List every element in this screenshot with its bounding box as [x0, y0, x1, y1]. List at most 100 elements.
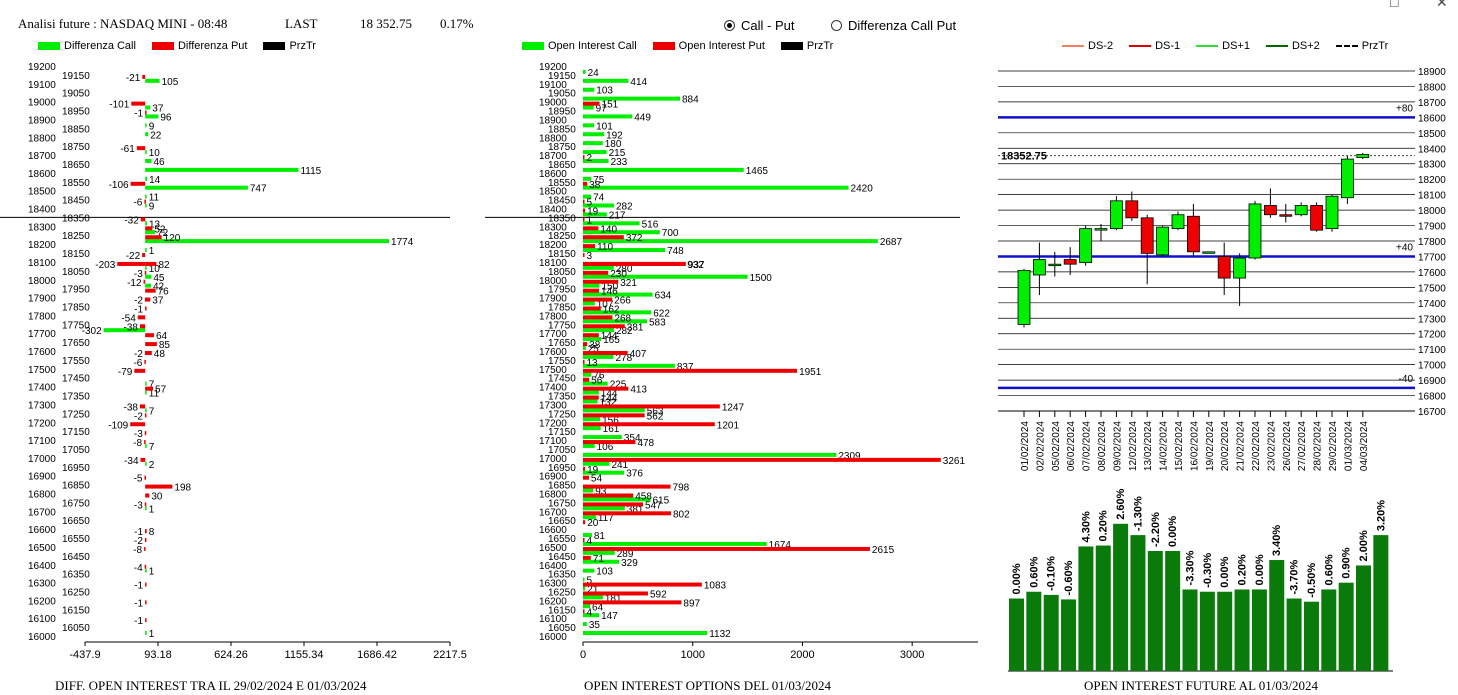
data-label: 19 — [587, 465, 599, 476]
data-label: 56 — [591, 376, 603, 387]
y-tick-label: 16200 — [539, 596, 567, 607]
y-tick-label: 18450 — [548, 196, 576, 207]
oi-bar — [1338, 582, 1354, 671]
data-label: 583 — [649, 317, 666, 328]
y-tick-label: 18700 — [28, 151, 56, 162]
y-tick-label: 16550 — [62, 534, 90, 545]
bar-put — [583, 324, 625, 329]
data-label: 13 — [587, 358, 599, 369]
y-tick-label: 16650 — [62, 516, 90, 527]
bar-put — [144, 359, 146, 364]
y-tick-label: 16950 — [548, 463, 576, 474]
legend-item: Open Interest Call — [522, 40, 637, 52]
bar-value-label: 0.20% — [1237, 554, 1249, 585]
data-label: -1 — [134, 527, 143, 538]
y-tick-label: 18050 — [548, 267, 576, 278]
data-label: 107 — [597, 299, 614, 310]
oi-bar — [1217, 591, 1233, 671]
close-icon[interactable]: ✕ — [1436, 0, 1448, 10]
candle-body — [1279, 214, 1293, 217]
y-tick-label: 18350 — [62, 213, 90, 224]
data-label: 241 — [611, 460, 628, 471]
x-tick-label: 13/02/2024 — [1143, 421, 1154, 471]
data-label: 146 — [601, 287, 618, 298]
bar-put — [145, 342, 157, 347]
legend-future: DS-2 DS-1 DS+1 DS+2 PrzTr — [1062, 40, 1388, 52]
y-tick-label: 16400 — [539, 561, 567, 572]
data-label: 110 — [597, 242, 613, 253]
bar-call — [145, 274, 152, 279]
candle-body — [1310, 205, 1324, 231]
data-label: 1774 — [391, 237, 414, 248]
x-tick-label: 22/02/2024 — [1251, 421, 1262, 471]
bar-call — [583, 417, 601, 422]
bar-value-label: 3.20% — [1375, 500, 1387, 531]
y-tick-label: 18550 — [548, 178, 576, 189]
y-tick-label: 17800 — [1418, 237, 1446, 248]
bar-put — [139, 404, 146, 409]
data-label: 547 — [645, 500, 662, 511]
oi-bar — [1026, 591, 1042, 671]
y-tick-label: 18200 — [539, 240, 567, 251]
data-label: 9 — [149, 121, 155, 132]
bar-put — [583, 288, 600, 293]
bar-call — [583, 328, 614, 333]
bar-put — [583, 502, 644, 507]
bar-put — [583, 404, 720, 409]
bar-put — [145, 386, 154, 391]
radio-call-put[interactable]: Call - Put — [724, 18, 794, 33]
candle-body — [1325, 195, 1339, 230]
x-tick-label: 05/02/2024 — [1051, 421, 1062, 471]
data-label: 1500 — [750, 273, 773, 284]
bar-call — [583, 586, 586, 591]
x-tick-label: 20/02/2024 — [1220, 421, 1231, 471]
legend-item: Differenza Put — [151, 40, 247, 52]
x-tick-label: 06/02/2024 — [1066, 421, 1077, 471]
bar-put — [145, 297, 151, 302]
data-label: 1 — [587, 215, 593, 226]
data-label: 161 — [603, 424, 620, 435]
data-label: -38 — [124, 402, 139, 413]
y-tick-label: 18400 — [1418, 144, 1446, 155]
data-label: 4 — [587, 607, 593, 618]
bar-value-label: 0.60% — [1028, 556, 1040, 587]
data-label: 282 — [616, 202, 633, 213]
data-label: 42 — [153, 282, 165, 293]
data-label: 105 — [162, 77, 179, 88]
candle-body — [1033, 259, 1046, 276]
bar-put — [144, 475, 147, 480]
bar-put — [144, 440, 146, 445]
bar-call — [583, 604, 591, 609]
y-tick-label: 16350 — [548, 570, 576, 581]
bar-call — [583, 221, 640, 226]
data-label: -6 — [133, 198, 142, 209]
data-label: 192 — [606, 130, 623, 141]
bar-call — [145, 185, 248, 190]
bar-call — [145, 221, 147, 226]
x-tick-label: 0 — [580, 649, 586, 661]
data-label: 1465 — [746, 166, 769, 177]
y-tick-label: 16750 — [62, 498, 90, 509]
y-tick-label: 19050 — [62, 89, 90, 100]
y-tick-label: 17200 — [28, 418, 56, 429]
y-tick-label: 17250 — [548, 409, 576, 420]
bar-value-label: -3.70% — [1289, 559, 1301, 594]
x-tick-label: 1155.34 — [285, 649, 324, 661]
radio-differenza-call-put[interactable]: Differenza Call Put — [831, 18, 956, 33]
data-label: 96 — [160, 112, 172, 123]
data-label: 747 — [250, 184, 267, 195]
data-label: 1 — [149, 629, 155, 640]
x-tick-label: 93.18 — [144, 649, 172, 661]
y-tick-label: 17500 — [539, 365, 567, 376]
bar-put — [583, 342, 588, 347]
bar-put — [145, 288, 156, 293]
x-tick-label: -437.9 — [69, 649, 100, 661]
data-label: -6 — [133, 358, 142, 369]
y-tick-label: 18500 — [28, 187, 56, 198]
y-tick-label: 16450 — [62, 552, 90, 563]
bar-call — [145, 506, 147, 511]
maximize-icon[interactable]: □ — [1390, 0, 1399, 10]
oi-bar — [1009, 598, 1024, 671]
y-tick-label: 19150 — [62, 71, 90, 82]
bar-value-label: -1.30% — [1132, 496, 1144, 531]
